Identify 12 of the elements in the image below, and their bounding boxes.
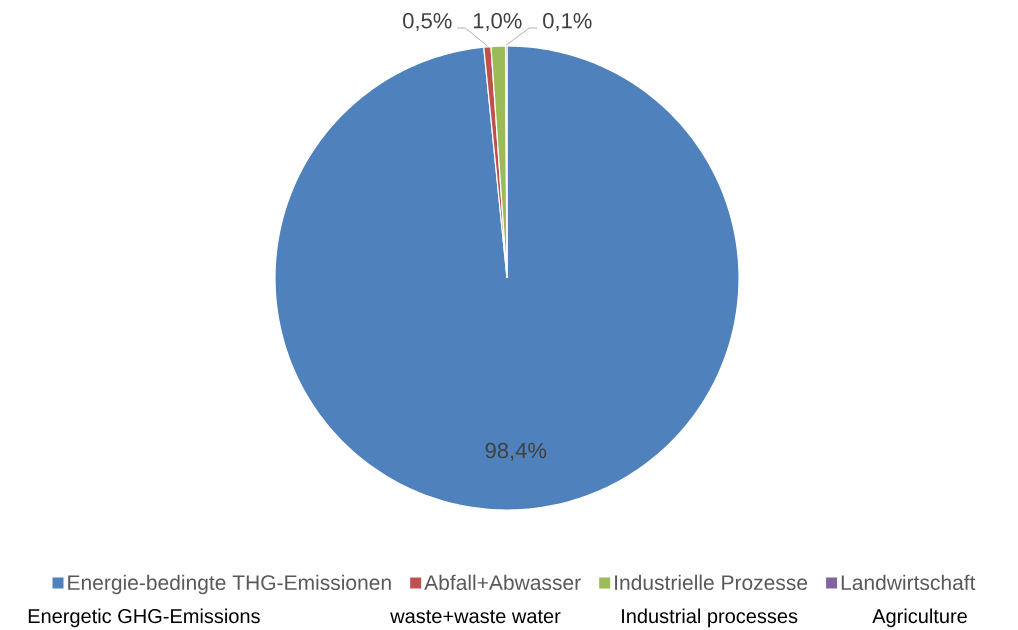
legend-label: Energie-bedingte THG-Emissionen xyxy=(68,574,391,595)
data-label: 0,1% xyxy=(543,12,592,32)
data-label: 98,4% xyxy=(485,442,547,461)
text: Industrial processes xyxy=(622,608,798,628)
data-label: 0,5% xyxy=(403,12,452,32)
legend-label: Industrielle Prozesse xyxy=(615,574,808,591)
text: waste+waste water xyxy=(390,610,561,624)
legend-label: Abfall+Abwasser xyxy=(424,574,581,591)
legend-label: Landwirtschaft xyxy=(841,574,976,591)
text: Energetic GHG-Emissions xyxy=(28,608,260,628)
text: Agriculture xyxy=(872,608,967,628)
data-label: 1,0% xyxy=(473,12,522,32)
